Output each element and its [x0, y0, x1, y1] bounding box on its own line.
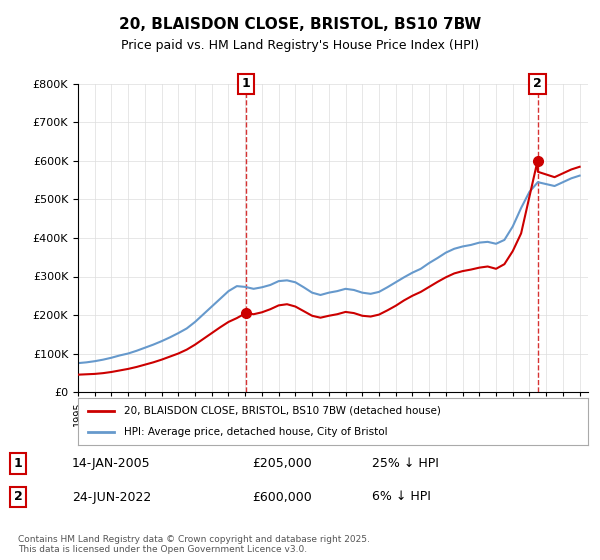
Text: 1: 1 [242, 77, 250, 91]
Text: 25% ↓ HPI: 25% ↓ HPI [372, 457, 439, 470]
Text: 2: 2 [533, 77, 542, 91]
Text: 1: 1 [14, 457, 22, 470]
Text: £600,000: £600,000 [252, 491, 312, 503]
Text: 2: 2 [14, 491, 22, 503]
Text: £205,000: £205,000 [252, 457, 312, 470]
Text: Contains HM Land Registry data © Crown copyright and database right 2025.
This d: Contains HM Land Registry data © Crown c… [18, 535, 370, 554]
Text: HPI: Average price, detached house, City of Bristol: HPI: Average price, detached house, City… [124, 427, 388, 437]
Text: 6% ↓ HPI: 6% ↓ HPI [372, 491, 431, 503]
Text: 20, BLAISDON CLOSE, BRISTOL, BS10 7BW: 20, BLAISDON CLOSE, BRISTOL, BS10 7BW [119, 17, 481, 32]
Text: Price paid vs. HM Land Registry's House Price Index (HPI): Price paid vs. HM Land Registry's House … [121, 39, 479, 52]
Text: 14-JAN-2005: 14-JAN-2005 [72, 457, 151, 470]
Text: 20, BLAISDON CLOSE, BRISTOL, BS10 7BW (detached house): 20, BLAISDON CLOSE, BRISTOL, BS10 7BW (d… [124, 406, 441, 416]
Text: 24-JUN-2022: 24-JUN-2022 [72, 491, 151, 503]
